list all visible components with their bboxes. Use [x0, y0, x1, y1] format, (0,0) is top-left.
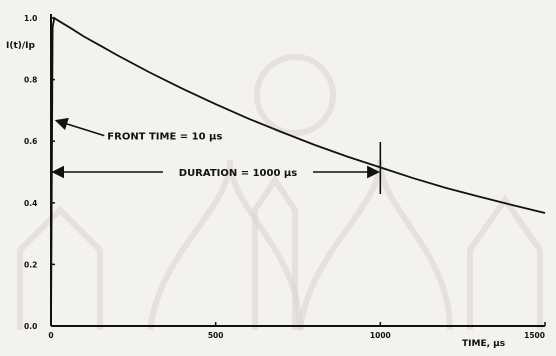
y-tick-label: 0.4 — [24, 199, 37, 208]
annotations: FRONT TIME = 10 µs DURATION = 1000 µs — [51, 117, 382, 194]
x-axis-label: TIME, µs — [462, 339, 505, 349]
duration-annotation: DURATION = 1000 µs — [179, 168, 298, 179]
x-tick-label: 1500 — [524, 331, 545, 340]
front-time-annotation: FRONT TIME = 10 µs — [107, 132, 222, 143]
series-line — [50, 16, 546, 327]
y-tick-label: 0.6 — [24, 137, 37, 146]
y-tick-label: 0.8 — [24, 76, 37, 85]
y-tick-label: 0.2 — [24, 260, 37, 269]
y-tick-label: 0.0 — [24, 322, 37, 331]
series — [50, 16, 546, 327]
y-tick-label: 1.0 — [24, 14, 37, 23]
x-tick-label: 0 — [48, 331, 53, 340]
x-tick-label: 500 — [208, 331, 224, 340]
watermark-emblem — [17, 54, 543, 331]
y-axis-label: I(t)/Ip — [6, 41, 36, 51]
front-time-arrow — [54, 117, 105, 137]
x-tick-label: 1000 — [370, 331, 391, 340]
